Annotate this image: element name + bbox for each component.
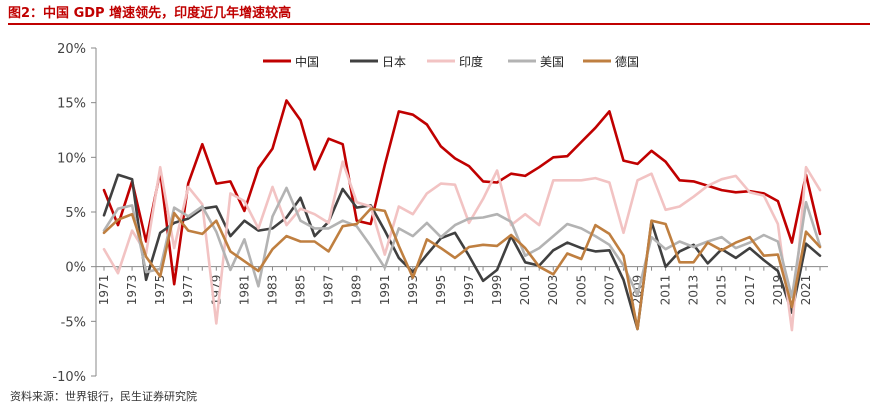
legend-label: 中国 [295,54,319,69]
figure-title: 图2：中国 GDP 增速领先，印度近几年增速较高 [8,6,292,21]
x-tick-label: 1971 [97,275,111,306]
series-line-中国 [102,99,822,286]
x-tick-label: 1983 [265,275,279,306]
chart-series-lines [102,99,822,332]
x-tick-label: 1973 [125,275,139,306]
series-line-印度 [102,160,822,332]
x-tick-label: 1987 [322,275,336,306]
chart-legend: 中国 日本 印度 美国 德国 [263,54,639,69]
y-tick-label: -5% [61,315,86,330]
y-tick-label: -10% [52,370,86,385]
x-tick-label: 1999 [490,275,504,306]
legend-label: 美国 [540,55,564,69]
y-tick-label: 5% [65,206,86,221]
title-divider [8,23,870,25]
x-tick-label: 1993 [406,275,420,306]
x-tick-label: 1991 [378,275,392,306]
chart-axes: -10%-5%0%5%10%15%20%1971 1973 1975 1977 1979… [52,42,828,385]
x-tick-label: 2001 [518,275,532,306]
x-tick-label: 2013 [687,275,701,306]
x-tick-label: 1981 [237,275,251,306]
legend-label: 日本 [382,55,406,69]
series-line-德国 [102,207,822,331]
x-tick-label: 2005 [574,275,588,306]
x-tick-label: 2017 [743,275,757,306]
x-tick-label: 2003 [546,275,560,306]
x-tick-label: 2015 [715,275,729,306]
x-tick-label: 2019 [771,275,785,306]
x-tick-label: 1985 [294,275,308,306]
x-tick-label: 1975 [153,275,167,306]
legend-label: 德国 [615,54,639,69]
x-tick-label: 2021 [799,275,813,306]
source-note: 资料来源：世界银行，民生证券研究院 [10,390,197,403]
y-tick-label: 0% [65,261,86,276]
y-tick-label: 20% [57,42,86,57]
x-tick-label: 1977 [181,275,195,306]
x-tick-label: 1995 [434,275,448,306]
y-tick-label: 10% [57,151,86,166]
y-tick-label: 15% [57,97,86,112]
x-tick-label: 2011 [659,275,673,306]
x-tick-label: 1997 [462,275,476,306]
series-line-美国 [102,186,822,299]
legend-label: 印度 [459,54,483,69]
x-tick-label: 2007 [602,275,616,306]
x-tick-label: 1989 [350,275,364,306]
